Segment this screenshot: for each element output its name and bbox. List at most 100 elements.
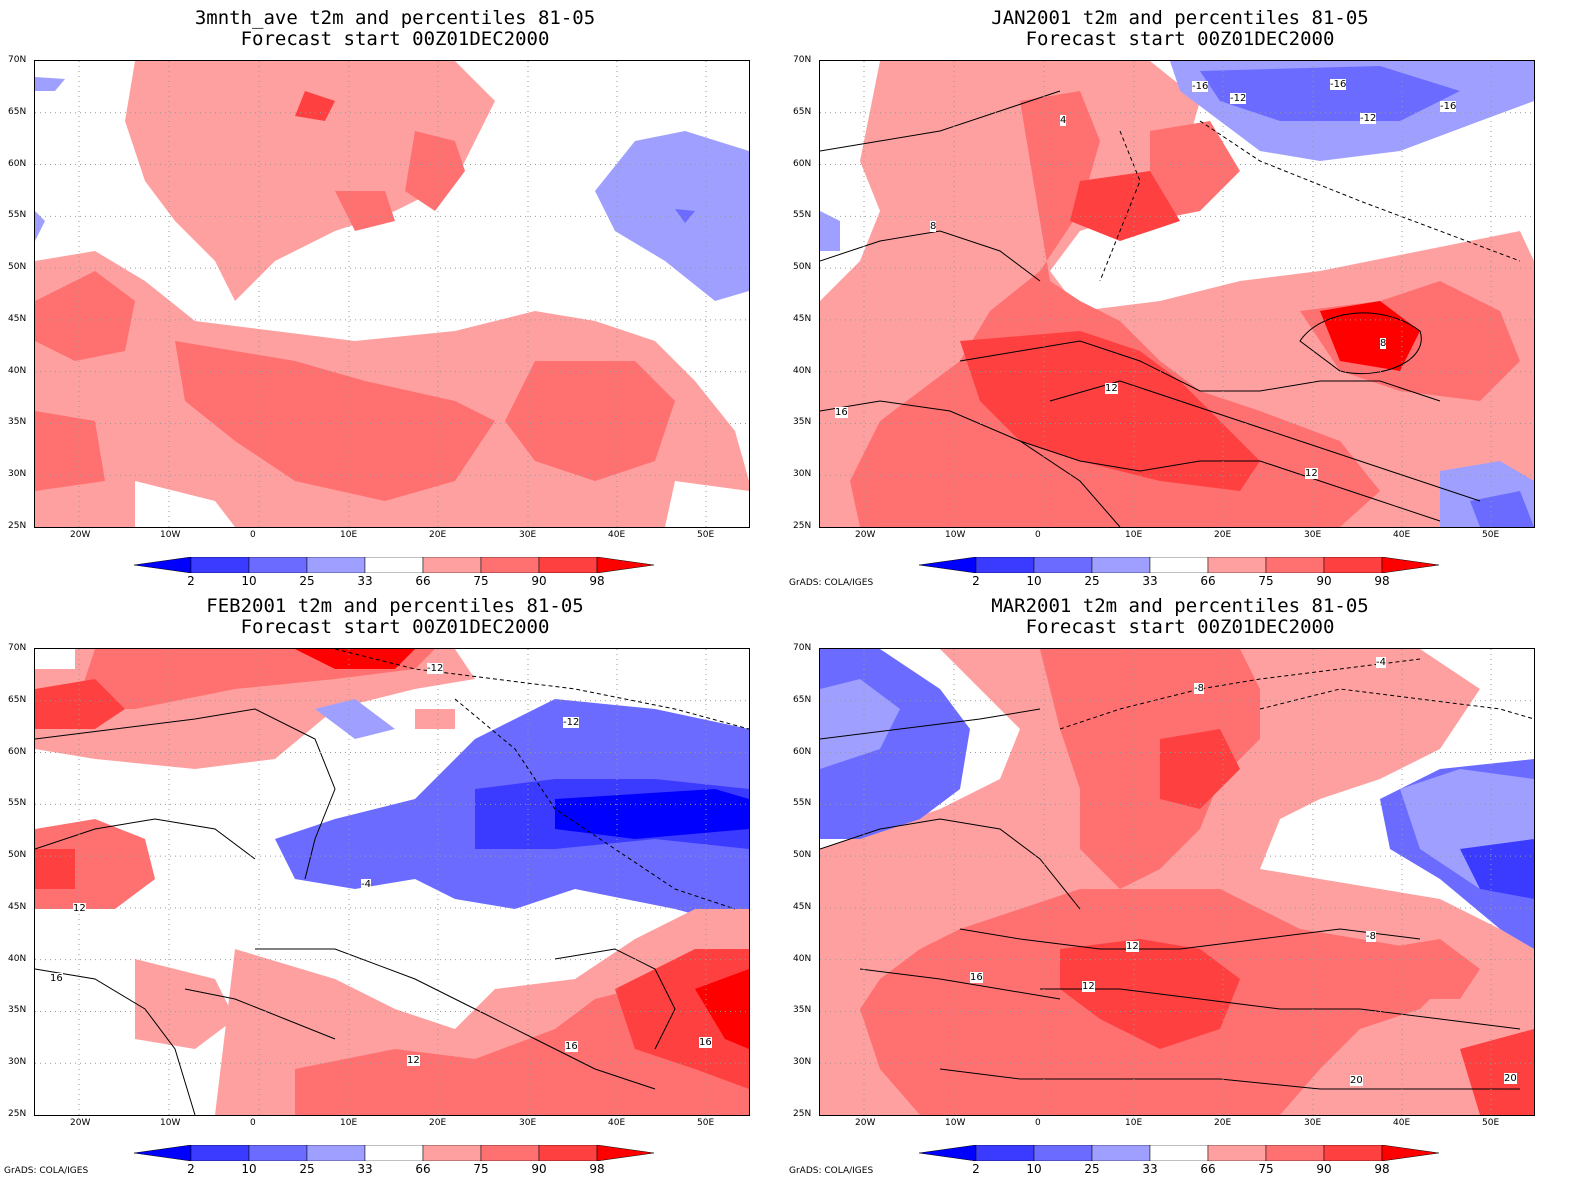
colorbar-segment <box>538 1144 598 1162</box>
lat-label: 40N <box>793 953 812 964</box>
contour-label: -12 <box>1360 113 1377 124</box>
colorbar-label: 25 <box>1084 1162 1100 1176</box>
colorbar-segment <box>133 1144 192 1162</box>
lat-label: 50N <box>793 850 812 861</box>
lat-label: 55N <box>8 798 27 809</box>
lon-label: 20E <box>429 1118 447 1128</box>
contour-label: 8 <box>1380 338 1387 349</box>
colorbar-label: 25 <box>299 574 315 588</box>
colorbar-segment <box>306 1144 366 1162</box>
contour-label: -12 <box>427 663 444 674</box>
lat-label: 55N <box>793 798 812 809</box>
map-panel-feb2001: FEB2001 t2m and percentiles 81-05 Foreca… <box>0 588 790 1188</box>
colorbar-label: 33 <box>1142 574 1158 588</box>
lat-label: 30N <box>793 469 812 480</box>
lon-label: 50E <box>1482 530 1500 540</box>
lat-label: 25N <box>8 521 27 531</box>
lon-label: 20E <box>429 530 447 540</box>
lat-label: 25N <box>793 1109 812 1119</box>
panel-title-line2: Forecast start 00Z01DEC2000 <box>1025 28 1335 50</box>
contour-label: 16 <box>565 1041 578 1052</box>
color-legend: 2 10 25 33 66 75 90 98 <box>918 1144 1440 1176</box>
graticule <box>820 649 1534 1115</box>
graticule <box>35 61 749 527</box>
lat-label: 45N <box>793 313 812 324</box>
lon-label: 20E <box>1214 1118 1232 1128</box>
color-legend: 2 10 25 33 66 75 90 98 <box>918 556 1440 588</box>
colorbar-label: 33 <box>357 1162 373 1176</box>
colorbar-label: 10 <box>241 574 257 588</box>
lon-label: 10W <box>945 1118 966 1128</box>
colorbar-label: 2 <box>187 1162 195 1176</box>
panel-title-line2: Forecast start 00Z01DEC2000 <box>240 616 550 638</box>
map-area <box>34 60 750 528</box>
colorbar-segment <box>1091 556 1151 574</box>
contour-label: -12 <box>1230 93 1247 104</box>
map-area: -16 -12 -16 -12 -16 4 8 8 12 16 12 <box>819 60 1535 528</box>
colorbar-svg <box>133 1144 655 1162</box>
lat-label: 40N <box>8 953 27 964</box>
colorbar-segment <box>190 556 250 574</box>
lon-label: 40E <box>608 530 626 540</box>
colorbar-label: 90 <box>1316 1162 1332 1176</box>
grads-credit: GrADS: COLA/IGES <box>4 1166 89 1176</box>
lat-label: 45N <box>793 901 812 912</box>
lon-label: 10W <box>160 530 181 540</box>
color-legend: 2 10 25 33 66 75 90 98 <box>133 1144 655 1176</box>
colorbar-label: 98 <box>589 1162 605 1176</box>
colorbar-segment <box>1381 556 1440 574</box>
lat-label: 30N <box>8 469 27 480</box>
colorbar-segment <box>1265 556 1325 574</box>
lon-label: 0 <box>1035 1118 1041 1128</box>
lat-label: 60N <box>793 158 812 169</box>
panel-title-line1: FEB2001 t2m and percentiles 81-05 <box>206 595 584 617</box>
contour-label: -16 <box>1192 81 1209 92</box>
lon-label: 50E <box>697 1118 715 1128</box>
lon-label: 10W <box>160 1118 181 1128</box>
colorbar-segment <box>1323 556 1383 574</box>
grads-credit: GrADS: COLA/IGES <box>789 1166 874 1176</box>
lat-label: 25N <box>793 521 812 531</box>
graticule <box>35 649 749 1115</box>
colorbar-segment <box>480 556 540 574</box>
contour-label: 12 <box>407 1055 420 1066</box>
contour-label: 20 <box>1504 1073 1517 1084</box>
color-legend: 2 10 25 33 66 75 90 98 <box>133 556 655 588</box>
map-area: -4 -8 12 12 16 20 20 -8 <box>819 648 1535 1116</box>
contour-label: 16 <box>699 1037 712 1048</box>
lat-label: 50N <box>8 262 27 273</box>
colorbar-segment <box>306 556 366 574</box>
colorbar-label: 66 <box>415 574 431 588</box>
lat-label: 60N <box>8 746 27 757</box>
colorbar-segment <box>1033 1144 1093 1162</box>
contour-label: 12 <box>1082 981 1095 992</box>
colorbar-segment <box>422 1144 482 1162</box>
contour-label: -12 <box>563 717 580 728</box>
colorbar-segment <box>1207 556 1267 574</box>
lat-label: 35N <box>8 1005 27 1016</box>
graticule <box>820 61 1534 527</box>
contour-label: 12 <box>1126 941 1139 952</box>
lat-label: 60N <box>8 158 27 169</box>
lat-label: 25N <box>8 1109 27 1119</box>
lat-label: 70N <box>793 55 812 65</box>
colorbar-segment <box>1381 1144 1440 1162</box>
colorbar-label: 90 <box>531 1162 547 1176</box>
lon-label: 30E <box>519 1118 537 1128</box>
colorbar-label: 75 <box>1258 574 1274 588</box>
contour-label: 12 <box>1105 383 1118 394</box>
contour-label: -8 <box>1366 931 1376 942</box>
colorbar-label: 33 <box>1142 1162 1158 1176</box>
colorbar-segment <box>1149 556 1209 574</box>
lat-label: 65N <box>8 694 27 705</box>
colorbar-segment <box>1033 556 1093 574</box>
lat-label: 65N <box>793 106 812 117</box>
lat-label: 35N <box>793 417 812 428</box>
colorbar-segment <box>918 1144 977 1162</box>
colorbar-label: 10 <box>1026 574 1042 588</box>
lon-label: 20W <box>70 1118 91 1128</box>
colorbar-segment <box>190 1144 250 1162</box>
lon-label: 40E <box>1393 530 1411 540</box>
lon-label: 50E <box>1482 1118 1500 1128</box>
lat-label: 55N <box>793 210 812 221</box>
